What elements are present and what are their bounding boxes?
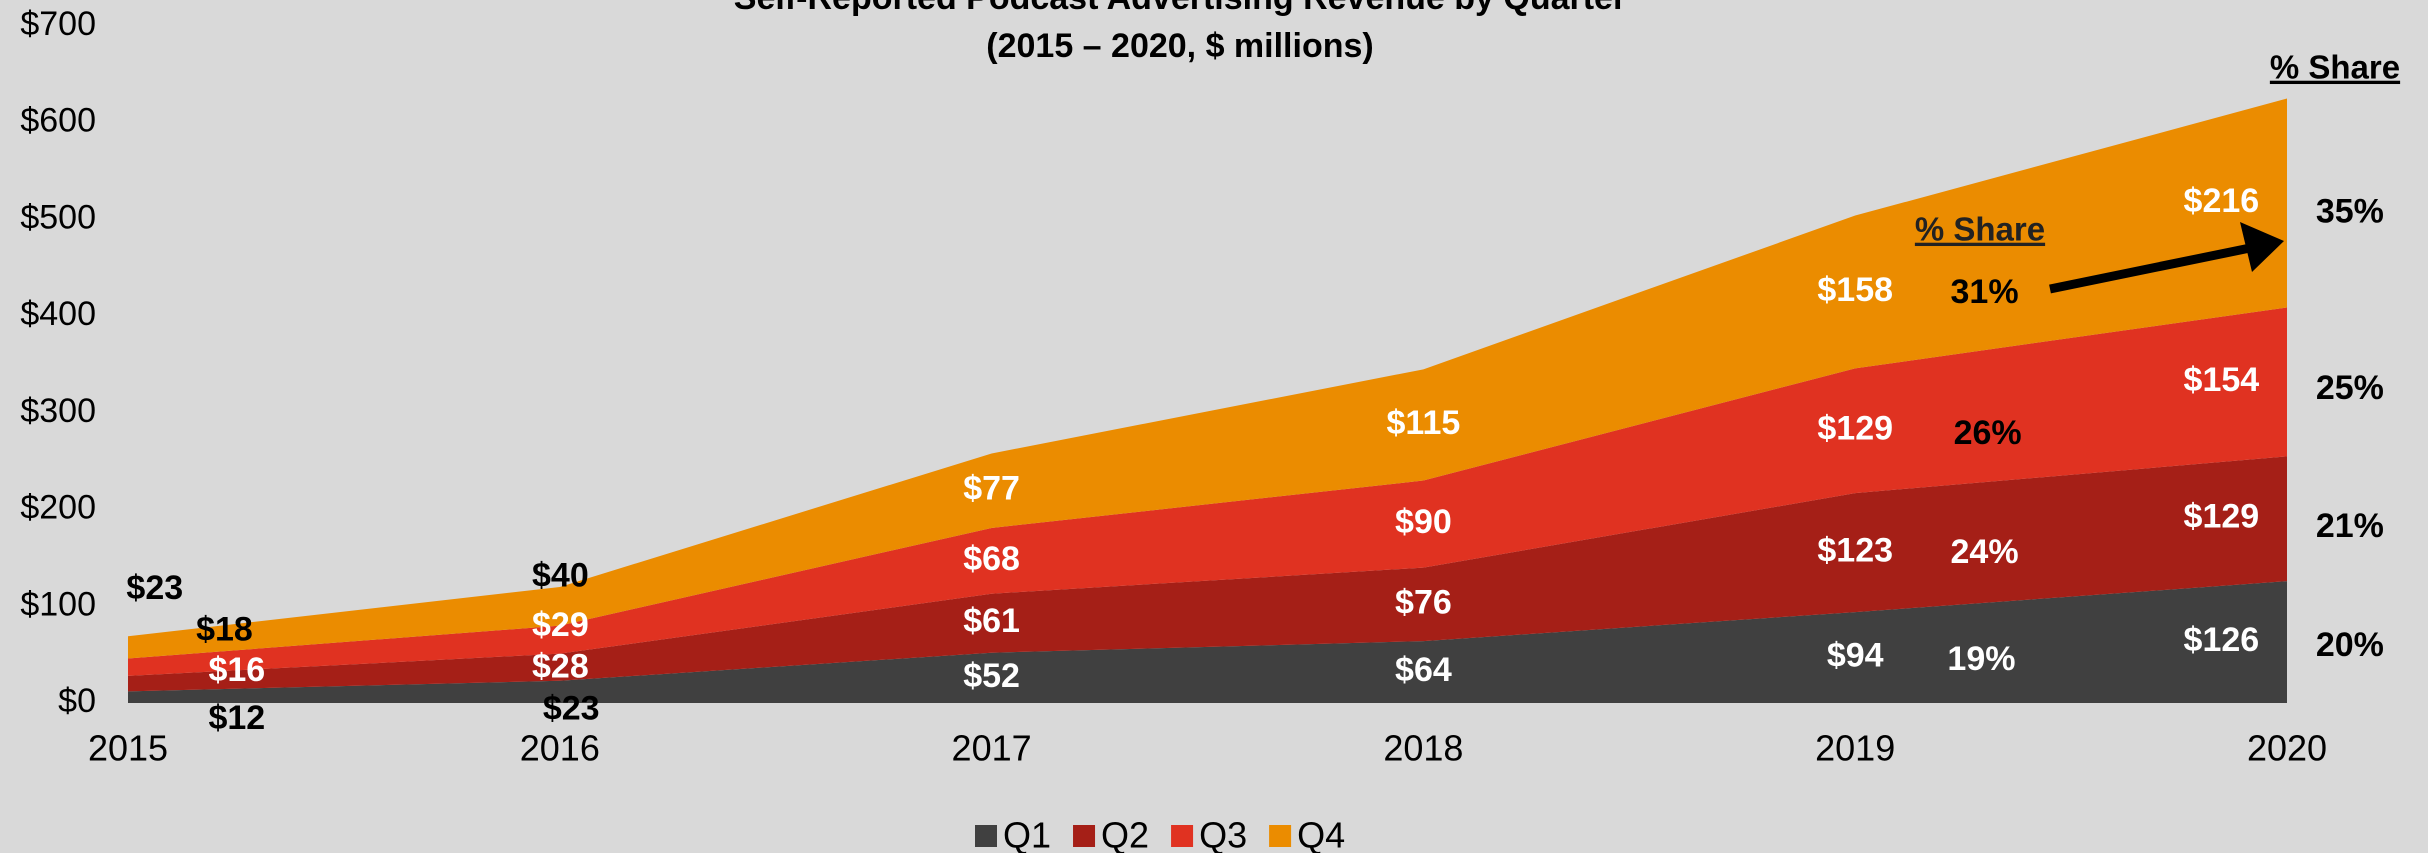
chart-subtitle: (2015 – 2020, $ millions) [986,27,1373,65]
value-label: $123 [1817,532,1893,570]
value-label: $158 [1817,271,1893,309]
share-label: 20% [2316,626,2384,664]
x-tick-label: 2018 [1383,728,1463,769]
y-tick-label: $700 [20,5,96,43]
value-label: $61 [963,602,1020,640]
share-label: 24% [1951,533,2019,571]
x-tick-label: 2016 [520,728,600,769]
share-header: % Share [2270,49,2400,86]
value-label: $64 [1395,651,1452,689]
share-label: 35% [2316,193,2384,231]
area [128,307,2287,676]
area [128,581,2287,703]
value-label: $90 [1395,503,1452,541]
share-label: 19% [1947,640,2015,678]
y-tick-label: $500 [20,198,96,236]
areas [128,98,2287,703]
value-label: $16 [208,651,265,689]
value-label: $129 [1817,410,1893,448]
value-label: $76 [1395,583,1452,621]
legend-swatch [975,825,997,847]
y-tick-label: $100 [20,585,96,623]
x-tick-label: 2020 [2247,728,2327,769]
y-tick-label: $0 [58,682,96,720]
value-label: $126 [2184,621,2260,659]
legend-label: Q3 [1199,815,1247,853]
value-label: $18 [196,611,253,649]
share-label: 25% [2316,369,2384,407]
labels: $0 $100 $200 $300 $400 $500 $600 $700 2015 2016 20… [20,5,2384,853]
area [128,456,2287,692]
value-label: $154 [2184,361,2260,399]
value-label: $77 [963,470,1020,508]
value-label: $28 [532,648,589,686]
legend-label: Q1 [1003,815,1051,853]
value-label: $12 [208,699,265,737]
value-label: $23 [543,690,600,728]
legend-swatch [1269,825,1292,847]
value-label: $94 [1827,637,1884,675]
share-label: 26% [1954,414,2022,452]
legend-swatch [1073,825,1096,847]
y-tick-label: $200 [20,489,96,527]
legend-label: Q4 [1297,815,1345,853]
value-label: $129 [2184,498,2260,536]
chart-title: Self-Reported Podcast Advertising Revenu… [734,0,1626,17]
x-tick-label: 2019 [1815,728,1895,769]
value-label: $216 [2184,182,2260,220]
share-header: % Share [1915,211,2045,248]
value-label: $52 [963,657,1020,695]
value-label: $23 [126,569,183,607]
arrow-shaft [2049,243,2251,294]
share-label: 21% [2316,507,2384,545]
y-tick-label: $400 [20,295,96,333]
y-tick-label: $300 [20,392,96,430]
value-label: $29 [532,606,589,644]
legend-label: Q2 [1101,815,1149,853]
x-tick-label: 2017 [952,728,1032,769]
value-label: $68 [963,540,1020,578]
x-tick-label: 2015 [88,728,168,769]
y-tick-label: $600 [20,102,96,140]
arrow-head [2240,222,2284,272]
share-label: 31% [1951,273,2019,311]
legend-swatch [1171,825,1194,847]
value-label: $40 [532,556,589,594]
value-label: $115 [1387,404,1461,442]
